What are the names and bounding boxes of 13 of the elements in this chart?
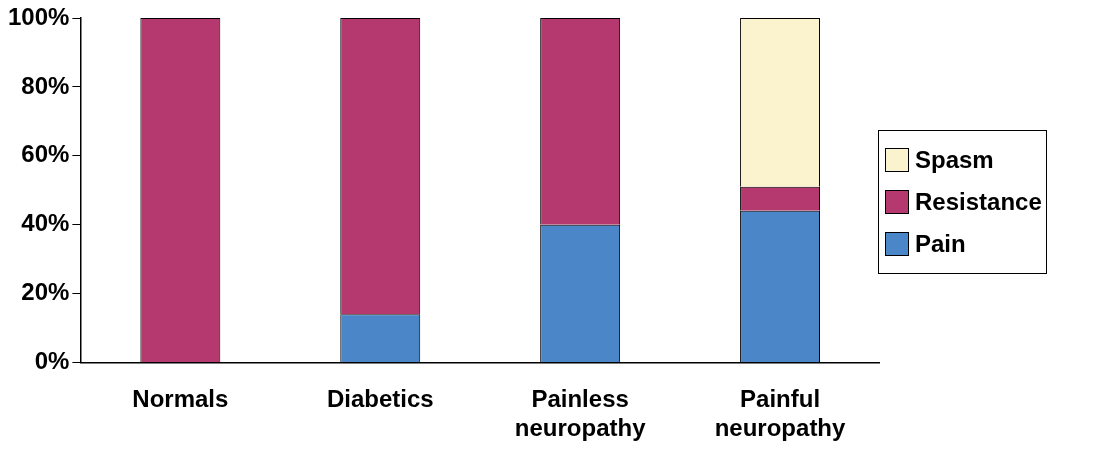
y-tick-label: 100%: [7, 2, 70, 30]
x-tick-label: Painless neuropathy: [514, 385, 647, 442]
legend-label: Resistance: [915, 188, 1042, 216]
y-tick-label: 0%: [34, 347, 70, 375]
y-tick-label: 40%: [21, 209, 70, 237]
legend-label: Pain: [915, 230, 966, 258]
x-tick-label: Diabetics: [326, 385, 434, 413]
x-tick-label: Painful neuropathy: [714, 385, 847, 442]
legend-label: Spasm: [915, 146, 994, 174]
y-tick-label: 60%: [21, 140, 70, 168]
x-tick-label: Normals: [132, 385, 229, 413]
y-tick-label: 20%: [21, 278, 70, 306]
y-tick-label: 80%: [21, 71, 70, 99]
